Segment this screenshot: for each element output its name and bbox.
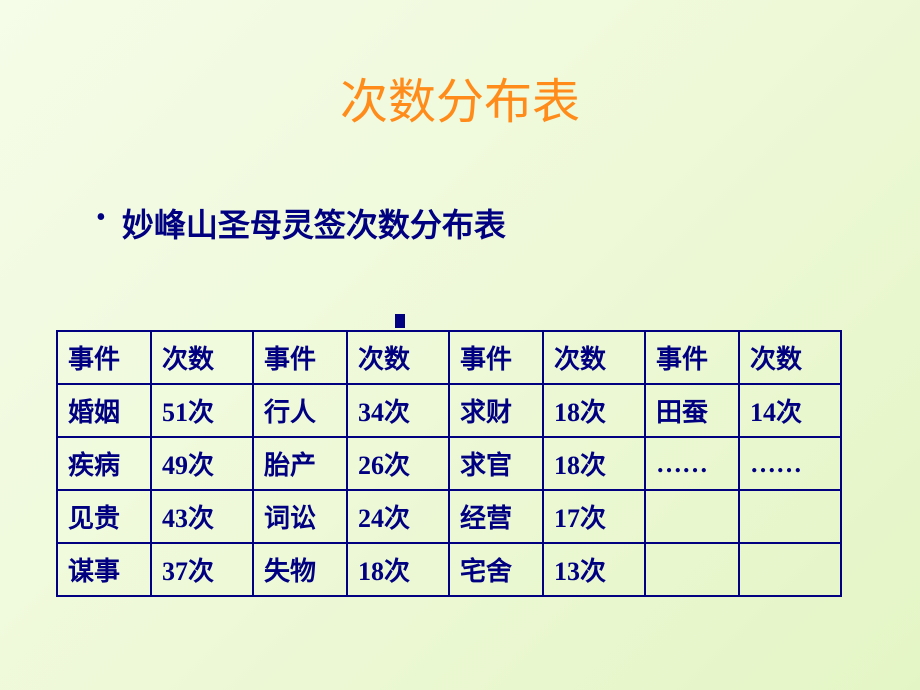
table-header-row: 事件 次数 事件 次数 事件 次数 事件 次数 [57, 331, 841, 384]
cell-event: 经营 [449, 490, 543, 543]
cell-count [739, 490, 841, 543]
cell-count: 24次 [347, 490, 449, 543]
header-event-1: 事件 [57, 331, 151, 384]
cell-event: 求官 [449, 437, 543, 490]
cell-event: 婚姻 [57, 384, 151, 437]
cell-count: 17次 [543, 490, 645, 543]
cell-count: 13次 [543, 543, 645, 596]
table-row: 疾病 49次 胎产 26次 求官 18次 …… …… [57, 437, 841, 490]
table-row: 婚姻 51次 行人 34次 求财 18次 田蚕 14次 [57, 384, 841, 437]
cell-count: 18次 [347, 543, 449, 596]
cell-event: 行人 [253, 384, 347, 437]
cell-event [645, 490, 739, 543]
cell-count: …… [739, 437, 841, 490]
cell-count: 34次 [347, 384, 449, 437]
subtitle-row: • 妙峰山圣母灵签次数分布表 [96, 200, 920, 246]
cell-count: 51次 [151, 384, 253, 437]
cell-event: 宅舍 [449, 543, 543, 596]
cell-count [739, 543, 841, 596]
cell-count: 18次 [543, 437, 645, 490]
header-event-3: 事件 [449, 331, 543, 384]
table-row: 见贵 43次 词讼 24次 经营 17次 [57, 490, 841, 543]
cell-count: 49次 [151, 437, 253, 490]
header-count-3: 次数 [543, 331, 645, 384]
slide-title: 次数分布表 [0, 0, 920, 132]
cell-count: 26次 [347, 437, 449, 490]
header-count-1: 次数 [151, 331, 253, 384]
table-row: 谋事 37次 失物 18次 宅舍 13次 [57, 543, 841, 596]
header-event-2: 事件 [253, 331, 347, 384]
frequency-table: 事件 次数 事件 次数 事件 次数 事件 次数 婚姻 51次 行人 34次 求财… [56, 330, 842, 597]
cursor-mark [395, 314, 405, 328]
cell-count: 43次 [151, 490, 253, 543]
cell-event: 田蚕 [645, 384, 739, 437]
cell-event: …… [645, 437, 739, 490]
cell-count: 18次 [543, 384, 645, 437]
cell-event: 见贵 [57, 490, 151, 543]
cell-event: 词讼 [253, 490, 347, 543]
cell-event: 胎产 [253, 437, 347, 490]
cell-event [645, 543, 739, 596]
cell-event: 求财 [449, 384, 543, 437]
cell-count: 37次 [151, 543, 253, 596]
slide-subtitle: 妙峰山圣母灵签次数分布表 [122, 200, 506, 246]
cell-event: 谋事 [57, 543, 151, 596]
frequency-table-wrap: 事件 次数 事件 次数 事件 次数 事件 次数 婚姻 51次 行人 34次 求财… [56, 330, 920, 597]
cell-count: 14次 [739, 384, 841, 437]
header-count-2: 次数 [347, 331, 449, 384]
cell-event: 疾病 [57, 437, 151, 490]
cell-event: 失物 [253, 543, 347, 596]
bullet-icon: • [96, 200, 106, 236]
header-event-4: 事件 [645, 331, 739, 384]
header-count-4: 次数 [739, 331, 841, 384]
